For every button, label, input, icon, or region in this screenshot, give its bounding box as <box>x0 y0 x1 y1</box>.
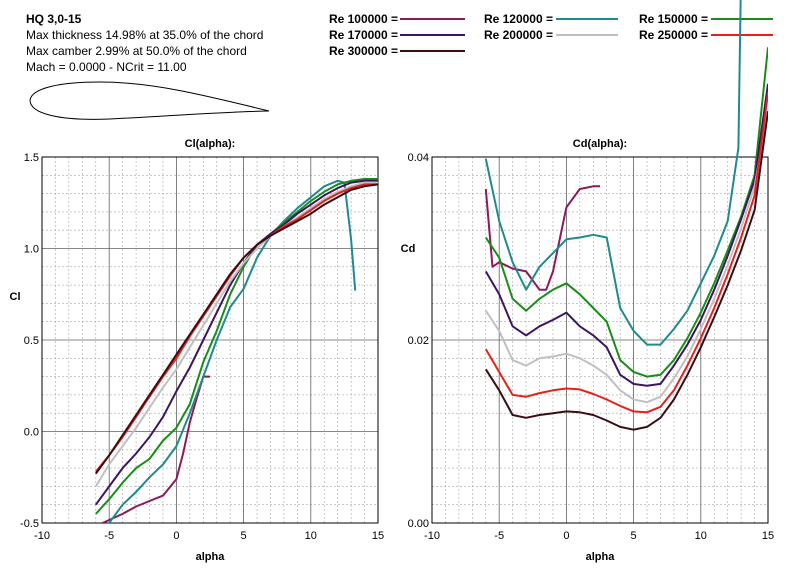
series-line <box>484 92 768 414</box>
series-line <box>95 183 378 473</box>
legend-label: Re 150000 = <box>639 12 708 26</box>
legend-label: Re 300000 = <box>329 44 398 58</box>
cl-alpha-chart: -10 -5 0 5 10 15 -0.5 0.0 0.5 1.0 1.5 Cl(alpha): alp… <box>10 138 385 563</box>
x-tick-label: -5 <box>494 530 504 542</box>
plot-frame <box>431 156 769 524</box>
x-tick-label: 5 <box>631 530 637 542</box>
y-tick-label: 1.0 <box>24 244 39 256</box>
plot-frame <box>41 156 379 524</box>
x-tick-label: 5 <box>241 530 247 542</box>
airfoil-shape <box>29 81 270 120</box>
legend: Re 100000 = Re 120000 = Re 150000 = Re 1700… <box>329 12 773 58</box>
x-tick-label: 0 <box>173 530 179 542</box>
x-tick-label: -10 <box>34 530 50 542</box>
series-line <box>484 83 768 387</box>
x-tick-label: 0 <box>563 530 569 542</box>
legend-label: Re 120000 = <box>484 12 553 26</box>
y-axis-label: Cd <box>401 243 416 255</box>
y-tick-label: 1.5 <box>24 152 39 164</box>
x-tick-label: -5 <box>104 530 114 542</box>
series-line <box>484 0 742 346</box>
x-axis-label: alpha <box>196 551 226 563</box>
y-tick-label: -0.5 <box>20 518 39 530</box>
y-axis-label: Cl <box>10 291 21 303</box>
series-line <box>94 179 378 506</box>
chart-title: Cd(alpha): <box>573 138 627 150</box>
y-tick-label: 0.02 <box>408 335 429 347</box>
x-axis-label: alpha <box>586 551 616 563</box>
series-line <box>484 185 600 291</box>
info-camber: Max camber 2.99% at 50.0% of the chord <box>26 44 247 58</box>
y-tick-label: 0.5 <box>24 335 39 347</box>
series-group <box>484 0 768 431</box>
series-line <box>484 111 768 404</box>
x-tick-label: 10 <box>695 530 707 542</box>
series-line <box>95 178 378 515</box>
x-tick-label: 10 <box>305 530 317 542</box>
series-line <box>484 111 768 431</box>
y-tick-label: 0.00 <box>408 518 429 530</box>
legend-label: Re 100000 = <box>329 12 398 26</box>
info-mach-ncrit: Mach = 0.0000 - NCrit = 11.00 <box>26 60 187 74</box>
x-tick-label: 15 <box>372 530 384 542</box>
series-line <box>107 179 357 523</box>
cd-alpha-chart: -10 -5 0 5 10 15 0.00 0.02 0.04 Cd(alpha): alpha Cd <box>401 0 774 563</box>
airfoil-name: HQ 3,0-15 <box>26 12 82 26</box>
y-tick-label: 0.04 <box>408 152 429 164</box>
legend-label: Re 200000 = <box>484 28 553 42</box>
chart-title: Cl(alpha): <box>185 138 236 150</box>
series-line <box>94 181 378 487</box>
legend-label: Re 170000 = <box>329 28 398 42</box>
info-thickness: Max thickness 14.98% at 35.0% of the cho… <box>26 28 263 42</box>
x-tick-label: 15 <box>762 530 774 542</box>
series-group <box>94 178 378 523</box>
series-line <box>484 47 768 378</box>
x-tick-label: -10 <box>424 530 440 542</box>
series-line <box>94 183 378 475</box>
y-tick-label: 0.0 <box>24 427 39 439</box>
legend-label: Re 250000 = <box>639 28 708 42</box>
